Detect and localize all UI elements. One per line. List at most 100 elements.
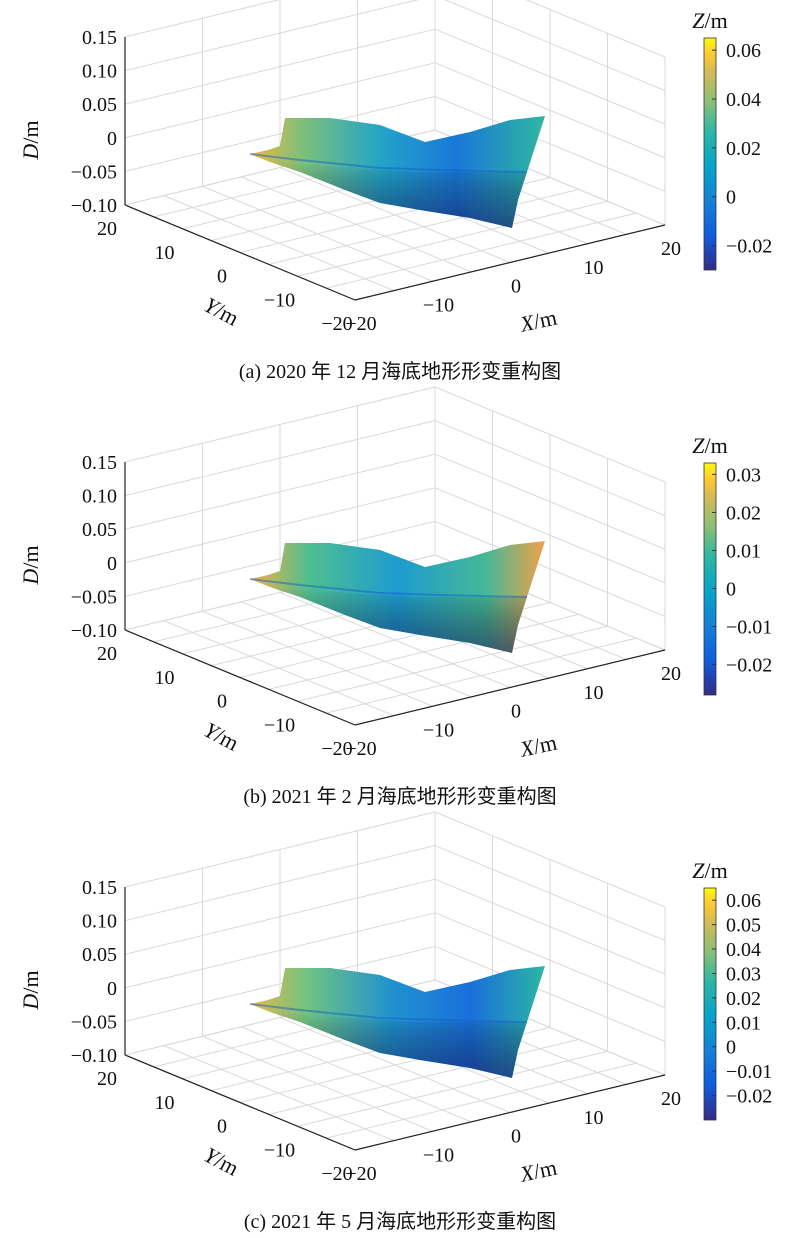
colorbar-tick-label: 0.06 [726, 890, 761, 912]
z-tick-label: 0.05 [82, 94, 117, 116]
z-tick-label: 0.10 [82, 486, 117, 508]
y-tick-label: 10 [155, 242, 175, 264]
x-tick-label: 0 [511, 1126, 521, 1148]
y-tick-label: 0 [217, 1116, 227, 1138]
z-tick-label: −0.05 [71, 161, 117, 183]
y-tick-label: 0 [217, 266, 227, 288]
z-tick-label: 0.05 [82, 944, 117, 966]
y-tick-label: 10 [155, 667, 175, 689]
z-tick-label: 0.15 [82, 452, 117, 474]
surface-shading [268, 162, 527, 228]
y-axis-label: Y/m [200, 717, 243, 756]
colorbar [703, 887, 717, 1121]
surface-ridge [249, 153, 528, 173]
colorbar-tick-label: 0.05 [726, 915, 761, 937]
colorbar-tick-label: −0.01 [726, 1061, 772, 1083]
colorbar-tick-label: 0.04 [726, 939, 761, 961]
x-axis-label: X/m [517, 730, 559, 762]
x-tick-label: 10 [584, 682, 604, 704]
colorbar-tick-label: −0.02 [726, 655, 772, 677]
y-tick-label: −20 [321, 313, 352, 335]
x-tick-label: −20 [345, 1163, 376, 1185]
x-axis-label: X/m [517, 305, 559, 337]
x-axis-line [354, 1074, 666, 1151]
z-axis-label: D/m [18, 545, 43, 585]
surface [249, 116, 545, 228]
panel-caption: (c) 2021 年 5 月海底地形形变重构图 [244, 1210, 556, 1233]
y-tick-label: 20 [97, 218, 117, 240]
x-tick-label: −10 [423, 719, 454, 741]
wall-grid [124, 0, 666, 226]
x-tick-label: −10 [423, 1144, 454, 1166]
colorbar-tick-label: 0.03 [726, 963, 761, 985]
z-tick-label: −0.10 [71, 1045, 117, 1067]
x-tick-label: 20 [661, 238, 681, 260]
z-tick-label: 0 [107, 978, 117, 1000]
y-tick-label: −10 [264, 1139, 295, 1161]
x-axis-line [354, 649, 666, 726]
panel-1: −0.10 −0.05 0 0.05 0.10 0.15 −20 −10 0 10 20 −20 −10… [18, 0, 772, 383]
x-tick-label: 10 [584, 257, 604, 279]
colorbar-tick-label: 0.04 [726, 89, 761, 111]
y-tick-label: −20 [321, 738, 352, 760]
panel-2: −0.10 −0.05 0 0.05 0.10 0.15 −20 −10 0 10 20 −20 −10… [18, 386, 772, 808]
z-tick-label: −0.05 [71, 586, 117, 608]
colorbar-tick-label: 0 [726, 579, 736, 601]
x-tick-label: −10 [423, 294, 454, 316]
colorbar-tick-label: −0.01 [726, 617, 772, 639]
colorbar-tick-label: 0.02 [726, 138, 761, 160]
z-axis-label: D/m [18, 970, 43, 1010]
z-tick-label: −0.10 [71, 620, 117, 642]
x-tick-label: 0 [511, 276, 521, 298]
x-axis-line [354, 224, 666, 301]
colorbar-label: Z/m [692, 8, 727, 33]
surface [249, 966, 545, 1078]
y-axis-line [124, 629, 356, 726]
panel-3: −0.10 −0.05 0 0.05 0.10 0.15 −20 −10 0 10 20 −20 −10… [18, 811, 772, 1233]
y-tick-label: 0 [217, 691, 227, 713]
colorbar-tick-label: 0.03 [726, 464, 761, 486]
z-tick-label: 0 [107, 553, 117, 575]
y-tick-label: −10 [264, 714, 295, 736]
surface-shading [268, 1012, 527, 1078]
panel-caption: (a) 2020 年 12 月海底地形形变重构图 [239, 360, 561, 383]
y-axis-label: Y/m [200, 1142, 243, 1181]
colorbar-tick-label: 0 [726, 187, 736, 209]
surface-ridge [249, 578, 528, 598]
y-tick-label: 10 [155, 1092, 175, 1114]
colorbar-label: Z/m [692, 858, 727, 883]
colorbar-tick-label: 0.01 [726, 540, 761, 562]
z-axis-label: D/m [18, 120, 43, 160]
x-tick-label: 20 [661, 663, 681, 685]
colorbar-tick-label: 0.01 [726, 1012, 761, 1034]
y-tick-label: −20 [321, 1163, 352, 1185]
colorbar [703, 462, 717, 696]
x-tick-label: 20 [661, 1088, 681, 1110]
wall-grid [124, 386, 666, 651]
y-axis-line [124, 1054, 356, 1151]
x-tick-label: −20 [345, 738, 376, 760]
y-tick-label: 20 [97, 643, 117, 665]
colorbar-tick-label: −0.02 [726, 1086, 772, 1108]
colorbar-tick-label: 0.06 [726, 40, 761, 62]
x-axis-label: X/m [517, 1155, 559, 1187]
z-tick-label: −0.10 [71, 195, 117, 217]
surface-shading [268, 587, 527, 653]
x-tick-label: 0 [511, 701, 521, 723]
surface-ridge [249, 1003, 528, 1023]
x-tick-label: −20 [345, 313, 376, 335]
x-tick-label: 10 [584, 1107, 604, 1129]
y-tick-label: 20 [97, 1068, 117, 1090]
colorbar-tick-label: 0.02 [726, 988, 761, 1010]
colorbar [703, 37, 717, 271]
y-axis-label: Y/m [200, 292, 243, 331]
y-tick-label: −10 [264, 289, 295, 311]
z-tick-label: 0.05 [82, 519, 117, 541]
panel-caption: (b) 2021 年 2 月海底地形形变重构图 [243, 785, 556, 808]
z-tick-label: −0.05 [71, 1011, 117, 1033]
colorbar-tick-label: 0.02 [726, 502, 761, 524]
y-axis-line [124, 204, 356, 301]
surface [249, 541, 545, 653]
colorbar-label: Z/m [692, 433, 727, 458]
z-tick-label: 0.15 [82, 27, 117, 49]
